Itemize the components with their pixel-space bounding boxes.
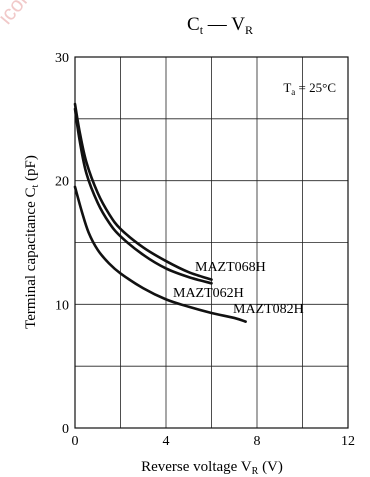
plot-frame	[74, 56, 349, 429]
y-tick-label: 20	[55, 175, 69, 190]
annotation-text: T	[283, 80, 291, 95]
series-label-mazt068h: MAZT068H	[195, 260, 266, 275]
x-tick-label: 0	[72, 434, 79, 449]
chart-title: Ct — VR	[187, 14, 253, 37]
curve-mazt068h	[73, 102, 213, 281]
title-main: C	[187, 14, 200, 35]
ambient-temp-annotation: Ta = 25°C	[283, 80, 336, 97]
x-tick-label: 4	[163, 434, 170, 449]
curve-mazt082h	[73, 185, 247, 323]
annotation-rest: = 25°C	[295, 80, 336, 95]
y-tick-label: 0	[62, 422, 69, 437]
title-var-sub: R	[245, 23, 253, 37]
y-tick-label: 30	[55, 51, 69, 66]
y-tick-label: 10	[55, 298, 69, 313]
x-axis-label: Reverse voltage VR (V)	[141, 459, 283, 477]
title-var: V	[231, 14, 245, 35]
xlabel-unit: (V)	[258, 459, 283, 475]
tick-labels: 0 4 8 12 0 10 20 30	[55, 51, 355, 449]
ylabel-unit: (pF)	[23, 155, 39, 185]
ylabel-sub: t	[30, 185, 41, 188]
series-label-mazt082h: MAZT082H	[233, 302, 304, 317]
curves	[73, 102, 247, 323]
grid-lines	[74, 56, 349, 429]
y-axis-label: Terminal capacitance Ct (pF)	[23, 155, 41, 329]
title-sep: —	[203, 14, 231, 35]
x-tick-label: 8	[254, 434, 261, 449]
xlabel-sub: R	[252, 466, 259, 477]
x-tick-label: 12	[341, 434, 355, 449]
series-label-mazt062h: MAZT062H	[173, 286, 244, 301]
annotation-sub: a	[291, 87, 295, 97]
title-main-sub: t	[200, 23, 204, 37]
curve-mazt062h	[73, 107, 213, 285]
ylabel-text: Terminal capacitance C	[23, 188, 39, 329]
xlabel-text: Reverse voltage V	[141, 459, 252, 475]
